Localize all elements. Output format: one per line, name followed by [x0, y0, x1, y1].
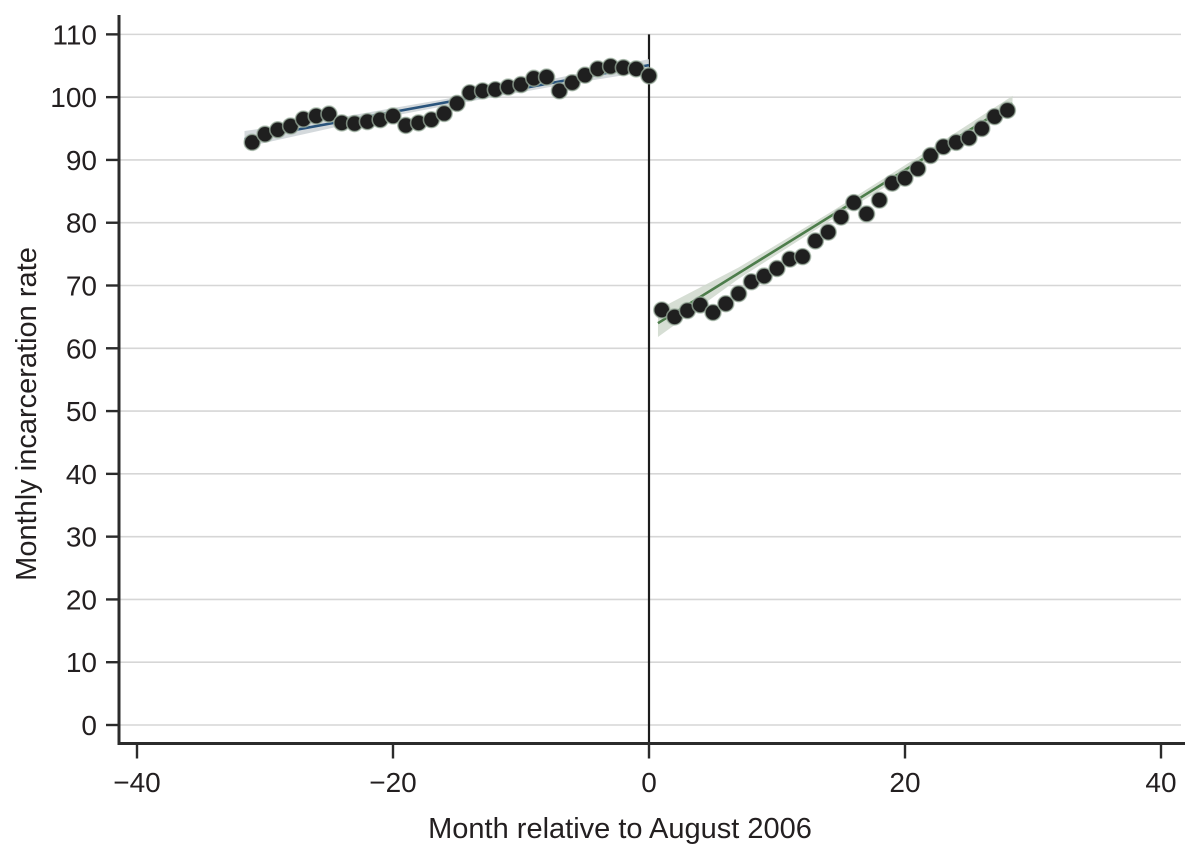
y-axis-title: Monthly incarceration rate	[11, 247, 43, 581]
x-tick-label: 20	[889, 767, 920, 798]
data-point	[972, 119, 991, 138]
data-point	[243, 133, 261, 152]
data-point	[755, 267, 774, 285]
y-tick-label: 40	[66, 459, 97, 490]
data-point	[896, 169, 914, 187]
x-tick-label: −20	[369, 767, 417, 798]
y-tick-label: 30	[66, 522, 97, 553]
data-point	[320, 105, 338, 123]
data-point	[704, 303, 722, 322]
data-point	[819, 223, 838, 241]
data-point	[550, 82, 569, 100]
data-point	[768, 259, 786, 278]
data-point	[448, 94, 466, 113]
y-tick-label: 70	[66, 271, 97, 302]
x-axis-title: Month relative to August 2006	[428, 813, 812, 845]
data-point	[435, 104, 454, 123]
y-tick-label: 50	[66, 396, 97, 427]
y-tick-label: 10	[66, 647, 97, 678]
data-point	[857, 205, 876, 223]
y-tick-label: 90	[66, 145, 97, 176]
data-point	[844, 193, 863, 212]
x-tick-label: −40	[113, 767, 161, 798]
data-point	[806, 232, 825, 250]
data-point	[729, 284, 748, 303]
data-point	[563, 73, 582, 92]
data-point	[960, 129, 978, 147]
data-point	[832, 208, 850, 226]
axes-layer	[106, 15, 1185, 759]
y-tick-label: 80	[66, 208, 97, 239]
y-tick-label: 100	[50, 82, 97, 113]
y-tick-label: 60	[66, 333, 97, 364]
data-point	[537, 68, 556, 86]
data-point	[998, 101, 1017, 120]
data-point	[870, 191, 889, 209]
y-tick-label: 110	[52, 19, 97, 50]
data-point	[691, 296, 710, 314]
confidence-bands-layer	[244, 59, 1013, 337]
tick-labels-layer: 0 10 20 30 40 50 60 70 80 90 100 110 −40 −20 0 20 40	[50, 19, 1176, 798]
x-tick-label: 0	[641, 767, 657, 798]
data-point	[908, 159, 927, 178]
data-point	[793, 247, 812, 266]
data-point	[384, 107, 402, 125]
fit-lines-layer	[244, 63, 1014, 325]
y-tick-label: 0	[81, 710, 97, 741]
data-point	[640, 67, 658, 85]
y-tick-label: 20	[66, 584, 97, 615]
data-point	[716, 294, 735, 313]
x-tick-label: 40	[1145, 767, 1176, 798]
data-point	[921, 146, 940, 165]
data-points-layer	[243, 57, 1017, 326]
